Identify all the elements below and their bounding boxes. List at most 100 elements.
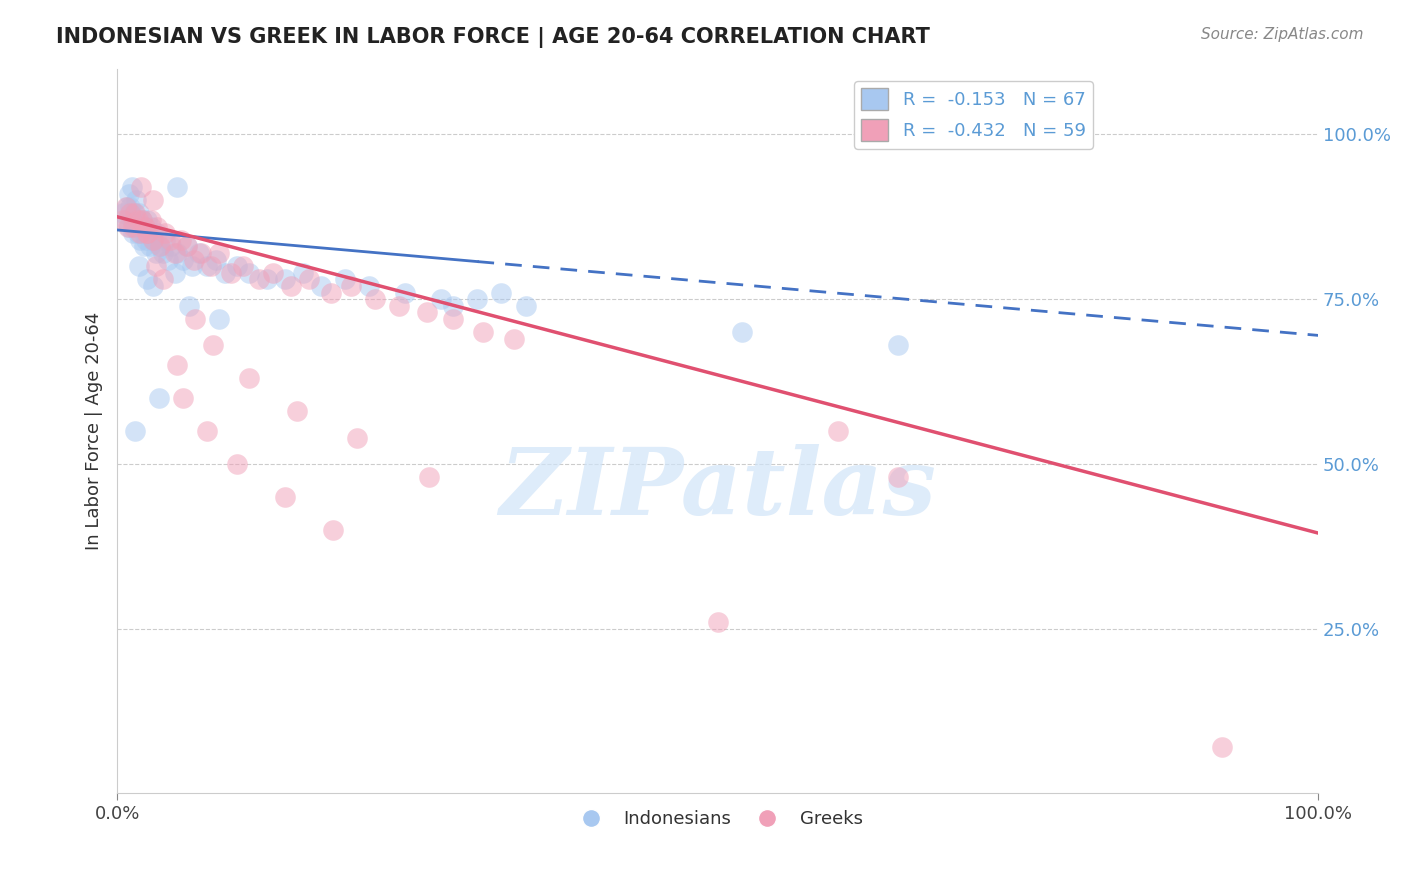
Point bbox=[138, 239, 160, 253]
Point bbox=[359, 279, 381, 293]
Point bbox=[176, 239, 198, 253]
Point bbox=[127, 213, 149, 227]
Point bbox=[129, 226, 152, 240]
Point bbox=[142, 233, 165, 247]
Point bbox=[132, 239, 155, 253]
Point bbox=[443, 299, 465, 313]
Point bbox=[142, 233, 165, 247]
Point bbox=[124, 424, 146, 438]
Point bbox=[146, 226, 169, 240]
Y-axis label: In Labor Force | Age 20-64: In Labor Force | Age 20-64 bbox=[86, 312, 103, 550]
Point bbox=[136, 272, 159, 286]
Point bbox=[319, 285, 342, 300]
Point bbox=[134, 219, 156, 234]
Point bbox=[124, 219, 146, 234]
Point bbox=[142, 279, 165, 293]
Point bbox=[202, 338, 225, 352]
Point bbox=[183, 252, 205, 267]
Point bbox=[156, 252, 179, 267]
Point bbox=[129, 180, 152, 194]
Point bbox=[152, 272, 174, 286]
Text: ZIPatlas: ZIPatlas bbox=[499, 444, 936, 534]
Point bbox=[172, 391, 194, 405]
Point bbox=[114, 213, 136, 227]
Point bbox=[731, 325, 754, 339]
Point bbox=[180, 259, 202, 273]
Point bbox=[112, 206, 135, 220]
Point bbox=[214, 266, 236, 280]
Point bbox=[128, 259, 150, 273]
Point bbox=[115, 200, 138, 214]
Point bbox=[131, 213, 153, 227]
Point bbox=[335, 272, 357, 286]
Point bbox=[184, 312, 207, 326]
Point bbox=[256, 272, 278, 286]
Point bbox=[285, 404, 308, 418]
Point bbox=[155, 226, 177, 240]
Point bbox=[155, 233, 177, 247]
Point bbox=[148, 391, 170, 405]
Point bbox=[117, 219, 139, 234]
Point bbox=[121, 226, 143, 240]
Point bbox=[166, 246, 188, 260]
Point bbox=[166, 358, 188, 372]
Point bbox=[146, 219, 169, 234]
Point bbox=[122, 206, 145, 220]
Point bbox=[118, 219, 141, 234]
Point bbox=[136, 226, 159, 240]
Point bbox=[118, 186, 141, 201]
Point bbox=[827, 424, 849, 438]
Point bbox=[887, 470, 910, 484]
Point bbox=[131, 213, 153, 227]
Point bbox=[1211, 740, 1233, 755]
Point bbox=[232, 259, 254, 273]
Point bbox=[132, 226, 155, 240]
Point bbox=[238, 371, 260, 385]
Point bbox=[176, 239, 198, 253]
Point bbox=[152, 246, 174, 260]
Point bbox=[121, 180, 143, 194]
Point bbox=[226, 457, 249, 471]
Point bbox=[135, 233, 157, 247]
Point bbox=[149, 239, 172, 253]
Point bbox=[364, 292, 387, 306]
Point bbox=[418, 470, 440, 484]
Point bbox=[190, 246, 212, 260]
Point bbox=[298, 272, 321, 286]
Point bbox=[472, 325, 495, 339]
Point bbox=[121, 213, 143, 227]
Text: INDONESIAN VS GREEK IN LABOR FORCE | AGE 20-64 CORRELATION CHART: INDONESIAN VS GREEK IN LABOR FORCE | AGE… bbox=[56, 27, 931, 48]
Point bbox=[159, 233, 181, 247]
Point bbox=[195, 424, 218, 438]
Point bbox=[160, 239, 183, 253]
Point bbox=[292, 266, 315, 280]
Legend: Indonesians, Greeks: Indonesians, Greeks bbox=[565, 803, 870, 835]
Point bbox=[346, 430, 368, 444]
Point bbox=[166, 180, 188, 194]
Point bbox=[226, 259, 249, 273]
Point bbox=[491, 285, 513, 300]
Point bbox=[112, 213, 135, 227]
Point bbox=[148, 239, 170, 253]
Point bbox=[163, 246, 186, 260]
Text: Source: ZipAtlas.com: Source: ZipAtlas.com bbox=[1201, 27, 1364, 42]
Point bbox=[706, 615, 728, 629]
Point bbox=[274, 272, 297, 286]
Point bbox=[187, 246, 209, 260]
Point bbox=[467, 292, 489, 306]
Point bbox=[502, 332, 524, 346]
Point bbox=[145, 259, 167, 273]
Point bbox=[195, 259, 218, 273]
Point bbox=[430, 292, 453, 306]
Point bbox=[121, 219, 143, 234]
Point bbox=[128, 206, 150, 220]
Point bbox=[136, 213, 159, 227]
Point bbox=[125, 194, 148, 208]
Point bbox=[280, 279, 302, 293]
Point bbox=[219, 266, 242, 280]
Point bbox=[114, 200, 136, 214]
Point bbox=[139, 219, 162, 234]
Point bbox=[515, 299, 537, 313]
Point bbox=[340, 279, 363, 293]
Point bbox=[238, 266, 260, 280]
